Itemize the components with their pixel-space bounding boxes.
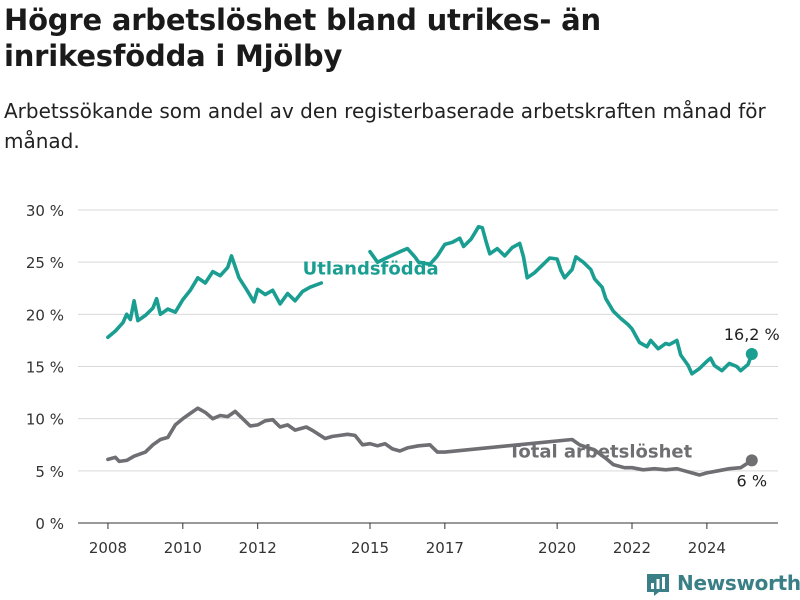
x-tick-label: 2008: [89, 539, 127, 557]
end-label-utlandsfodda: 16,2 %: [724, 325, 780, 344]
page-subtitle: Arbetssökande som andel av den registerb…: [4, 99, 766, 153]
x-tick-label: 2024: [688, 539, 726, 557]
y-tick-label: 20 %: [26, 306, 64, 324]
newsworthy-logo-icon: [647, 574, 669, 596]
annotation-utlandsfodda: Utlandsfödda: [303, 259, 439, 280]
y-tick-label: 0 %: [35, 515, 64, 533]
series-line-total: [106, 406, 754, 477]
y-tick-label: 30 %: [26, 202, 64, 220]
y-tick-label: 5 %: [35, 463, 64, 481]
x-tick-label: 2020: [538, 539, 576, 557]
x-tick-label: 2017: [426, 539, 464, 557]
y-tick-label: 10 %: [26, 411, 64, 429]
x-tick-label: 2015: [351, 539, 389, 557]
x-tick-label: 2010: [164, 539, 202, 557]
page-title: Högre arbetslöshet bland utrikes- än inr…: [4, 3, 601, 73]
series-line-utlandsfodda: [368, 224, 754, 376]
y-tick-label: 15 %: [26, 359, 64, 377]
annotation-total: Total arbetslöshet: [508, 441, 692, 462]
series-line-utlandsfodda: [106, 254, 324, 340]
brand-name: Newsworthy: [677, 571, 800, 595]
end-point-total: [745, 454, 758, 467]
y-tick-label: 25 %: [26, 254, 64, 272]
x-tick-label: 2022: [613, 539, 651, 557]
end-label-total: 6 %: [737, 471, 767, 490]
x-tick-label: 2012: [239, 539, 277, 557]
brand-logo: Newsworthy: [645, 568, 800, 598]
end-point-utlandsfodda: [745, 347, 758, 360]
